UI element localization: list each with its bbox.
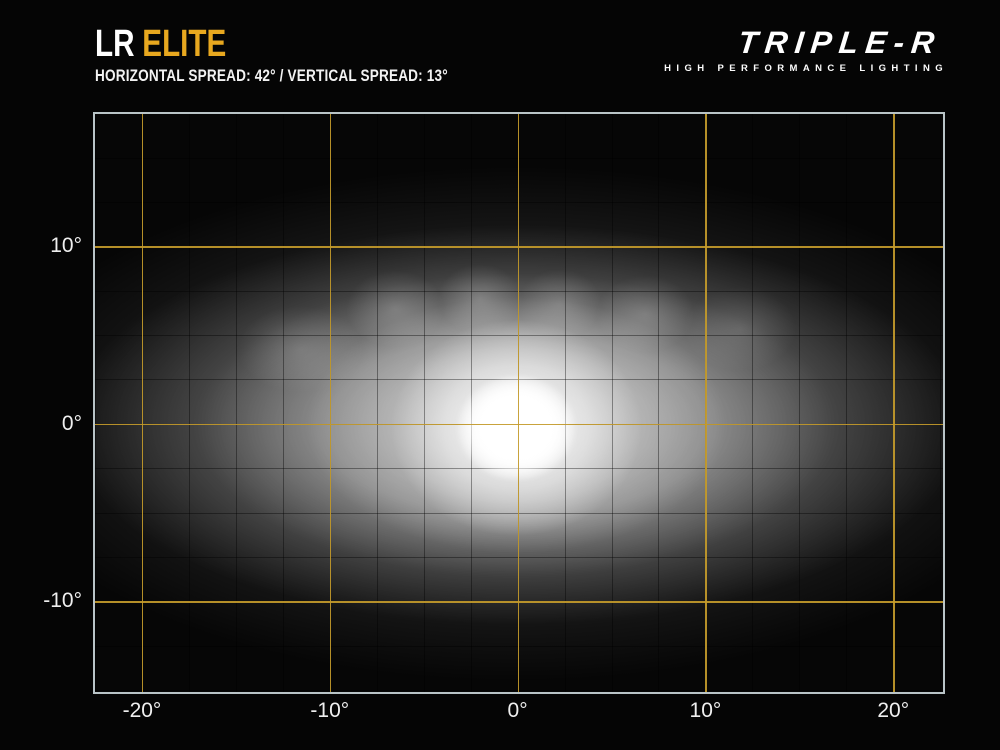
x-tick-label: -10° [310,699,350,722]
major-gridline-horizontal [95,601,943,603]
major-gridline-horizontal [95,423,943,426]
major-gridline-vertical [893,114,895,692]
major-gridlines [95,114,943,692]
major-gridline-vertical [141,114,144,692]
beam-hotspot [95,114,943,692]
brand-tagline: HIGH PERFORMANCE LIGHTING [664,63,948,74]
major-gridline-horizontal [95,246,943,248]
x-tick-label: -20° [122,699,162,722]
product-title-prefix: LR [95,23,135,65]
major-gridline-vertical [329,114,332,692]
product-title-suffix: ELITE [142,23,227,65]
x-tick-label: 20° [877,699,910,722]
brand-logo: TRIPLE-R HIGH PERFORMANCE LIGHTING [664,25,943,74]
product-title: LR ELITE [95,23,439,65]
y-tick-label: 0° [61,411,82,435]
major-gridline-vertical [517,114,519,692]
header: LR ELITE HORIZONTAL SPREAD: 42° / VERTICA… [95,23,536,86]
y-axis-labels: 10° 0° -10° [0,114,84,692]
x-axis-labels: -20° -10° 0° 10° 20° [95,698,943,728]
y-tick-label: 10° [50,234,82,258]
y-tick-label: -10° [43,589,82,613]
major-gridline-vertical [705,114,707,692]
spread-subtitle: HORIZONTAL SPREAD: 42° / VERTICAL SPREAD… [95,66,448,85]
x-tick-label: 0° [507,699,528,722]
x-tick-label: 10° [689,699,722,722]
brand-wordmark: TRIPLE-R [736,25,944,60]
beam-pattern-plot [93,112,945,694]
